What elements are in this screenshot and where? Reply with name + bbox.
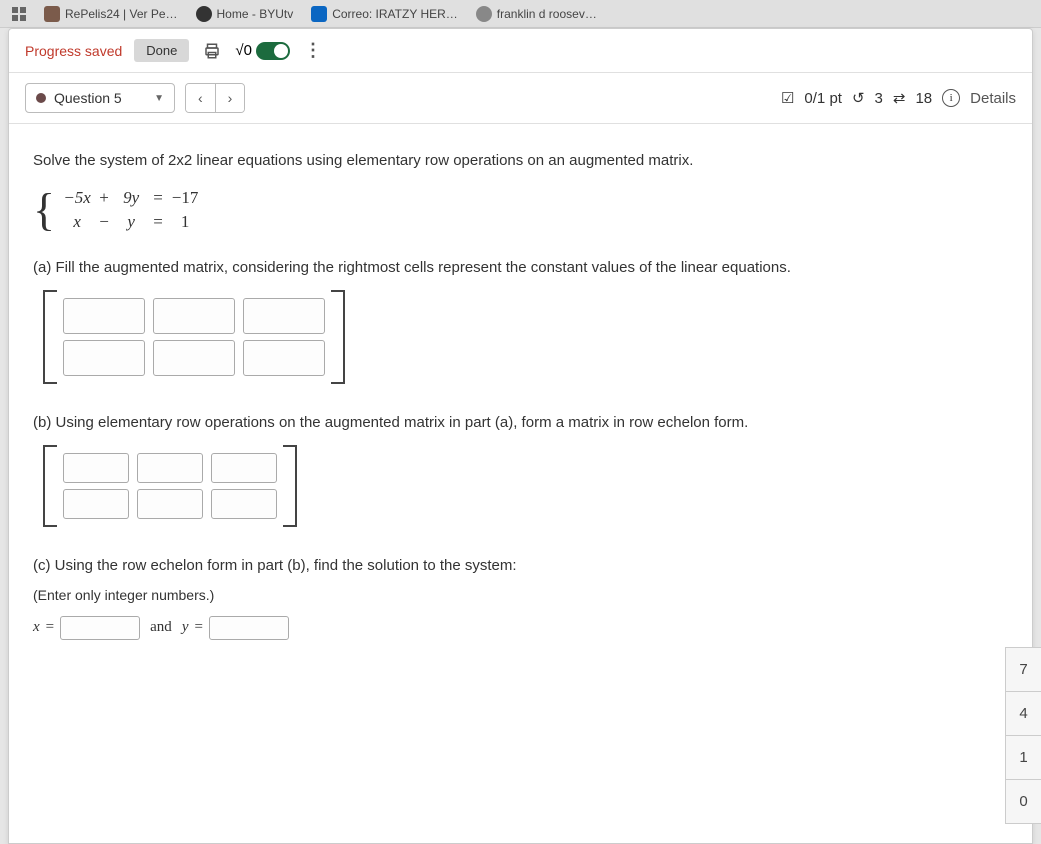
matrix-a-cell-0-1[interactable] bbox=[153, 298, 235, 334]
next-question-button[interactable]: › bbox=[215, 84, 245, 112]
bookmark-correo[interactable]: Correo: IRATZY HER… bbox=[311, 6, 458, 22]
question-label: Question 5 bbox=[54, 90, 122, 106]
eq-sign: = bbox=[46, 619, 54, 636]
eq-op: − bbox=[93, 212, 115, 232]
matrix-a-cell-1-2[interactable] bbox=[243, 340, 325, 376]
bookmark-repelis[interactable]: RePelis24 | Ver Pe… bbox=[44, 6, 178, 22]
eq-term: y bbox=[115, 212, 147, 232]
math-mode-toggle[interactable]: √0 bbox=[235, 42, 290, 60]
score-text: 0/1 pt bbox=[804, 90, 842, 107]
status-dot-icon bbox=[36, 93, 46, 103]
enter-note: (Enter only integer numbers.) bbox=[33, 586, 1008, 606]
matrix-a-cell-1-1[interactable] bbox=[153, 340, 235, 376]
bookmarks-bar: RePelis24 | Ver Pe… Home - BYUtv Correo:… bbox=[0, 0, 1041, 28]
apps-icon bbox=[12, 7, 26, 21]
and-label: and bbox=[150, 619, 172, 636]
print-icon[interactable] bbox=[201, 40, 223, 62]
equation-row-2: x − y = 1 bbox=[61, 212, 201, 232]
bracket-left-icon bbox=[43, 445, 57, 527]
done-button[interactable]: Done bbox=[134, 39, 189, 62]
matrix-b-cell-0-1[interactable] bbox=[137, 453, 203, 483]
site-icon bbox=[196, 6, 212, 22]
bracket-left-icon bbox=[43, 290, 57, 384]
eq-const: −17 bbox=[169, 188, 201, 208]
bookmark-label: Correo: IRATZY HER… bbox=[332, 7, 458, 21]
details-link[interactable]: Details bbox=[970, 90, 1016, 107]
bracket-right-icon bbox=[331, 290, 345, 384]
retries-count: 3 bbox=[875, 90, 883, 107]
brace-icon: { bbox=[33, 187, 55, 233]
instruction-text: Solve the system of 2x2 linear equations… bbox=[33, 152, 1008, 169]
bookmark-byutv[interactable]: Home - BYUtv bbox=[196, 6, 294, 22]
apps-menu[interactable] bbox=[12, 7, 26, 21]
keypad-7[interactable]: 7 bbox=[1006, 648, 1041, 692]
part-a-label: (a) Fill the augmented matrix, consideri… bbox=[33, 257, 1008, 278]
equation-system: { −5x + 9y = −17 x − y = 1 bbox=[33, 187, 1008, 233]
equation-row-1: −5x + 9y = −17 bbox=[61, 188, 201, 208]
x-var-label: x bbox=[33, 619, 40, 636]
matrix-b-cell-0-0[interactable] bbox=[63, 453, 129, 483]
keypad-4[interactable]: 4 bbox=[1006, 692, 1041, 736]
part-c-label: (c) Using the row echelon form in part (… bbox=[33, 555, 1008, 576]
part-b-label: (b) Using elementary row operations on t… bbox=[33, 412, 1008, 433]
question-content: Solve the system of 2x2 linear equations… bbox=[9, 124, 1032, 660]
bracket-right-icon bbox=[283, 445, 297, 527]
keypad-1[interactable]: 1 bbox=[1006, 736, 1041, 780]
question-bar: Question 5 ▼ ‹ › ☑ 0/1 pt ↺ 3 ⇄ 18 i Det… bbox=[9, 73, 1032, 124]
progress-saved-label: Progress saved bbox=[25, 43, 122, 59]
keypad-0[interactable]: 0 bbox=[1006, 780, 1041, 824]
y-var-label: y bbox=[182, 619, 189, 636]
progress-row: Progress saved Done √0 ⋮ bbox=[9, 29, 1032, 73]
site-icon bbox=[44, 6, 60, 22]
matrix-b-cell-1-0[interactable] bbox=[63, 489, 129, 519]
score-area: ☑ 0/1 pt ↺ 3 ⇄ 18 i Details bbox=[781, 89, 1016, 107]
bookmark-label: RePelis24 | Ver Pe… bbox=[65, 7, 178, 21]
eq-const: 1 bbox=[169, 212, 201, 232]
main-content: Progress saved Done √0 ⋮ Question 5 ▼ ‹ … bbox=[8, 28, 1033, 844]
regen-icon: ⇄ bbox=[893, 89, 906, 107]
bookmark-label: franklin d roosev… bbox=[497, 7, 597, 21]
augmented-matrix-b bbox=[43, 445, 1008, 527]
x-input[interactable] bbox=[60, 616, 140, 640]
eq-op: = bbox=[147, 188, 169, 208]
question-select[interactable]: Question 5 ▼ bbox=[25, 83, 175, 113]
question-nav: ‹ › bbox=[185, 83, 245, 113]
matrix-b-cell-1-1[interactable] bbox=[137, 489, 203, 519]
retries-icon: ↺ bbox=[852, 89, 865, 107]
bookmark-franklin[interactable]: franklin d roosev… bbox=[476, 6, 597, 22]
solution-row: x = and y = bbox=[33, 616, 1008, 640]
eq-term: −5x bbox=[61, 188, 93, 208]
site-icon bbox=[311, 6, 327, 22]
toggle-switch[interactable] bbox=[256, 42, 290, 60]
info-icon[interactable]: i bbox=[942, 89, 960, 107]
checkmark-icon: ☑ bbox=[781, 89, 794, 107]
eq-term: x bbox=[61, 212, 93, 232]
prev-question-button[interactable]: ‹ bbox=[186, 84, 215, 112]
matrix-a-cell-1-0[interactable] bbox=[63, 340, 145, 376]
regen-count: 18 bbox=[915, 90, 932, 107]
more-icon[interactable]: ⋮ bbox=[302, 40, 324, 62]
matrix-a-cell-0-2[interactable] bbox=[243, 298, 325, 334]
bookmark-label: Home - BYUtv bbox=[217, 7, 294, 21]
matrix-b-cell-1-2[interactable] bbox=[211, 489, 277, 519]
y-input[interactable] bbox=[209, 616, 289, 640]
eq-op: = bbox=[147, 212, 169, 232]
caret-down-icon: ▼ bbox=[154, 93, 164, 104]
eq-sign: = bbox=[194, 619, 202, 636]
sqrt-label: √0 bbox=[235, 42, 252, 59]
augmented-matrix-a bbox=[43, 290, 1008, 384]
matrix-b-cell-0-2[interactable] bbox=[211, 453, 277, 483]
eq-op: + bbox=[93, 188, 115, 208]
eq-term: 9y bbox=[115, 188, 147, 208]
side-keypad: 7 4 1 0 bbox=[1005, 647, 1041, 824]
site-icon bbox=[476, 6, 492, 22]
matrix-a-cell-0-0[interactable] bbox=[63, 298, 145, 334]
